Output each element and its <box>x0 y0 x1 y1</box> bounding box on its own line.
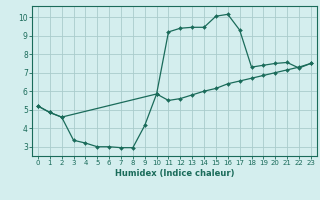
X-axis label: Humidex (Indice chaleur): Humidex (Indice chaleur) <box>115 169 234 178</box>
